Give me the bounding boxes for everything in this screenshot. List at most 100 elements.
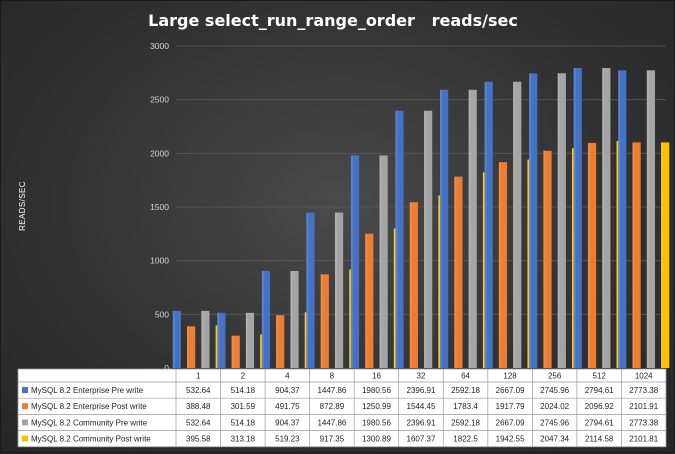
bar (320, 274, 329, 368)
data-label: 2794.61 (585, 386, 614, 395)
bar (424, 110, 433, 368)
data-label: 872.89 (320, 402, 345, 411)
x-tick-label: 4 (285, 372, 290, 381)
bar (513, 81, 522, 368)
x-tick-label: 256 (548, 372, 562, 381)
x-tick-label: 128 (503, 372, 517, 381)
data-label: 917.35 (320, 435, 345, 444)
bar-highlight (215, 325, 218, 368)
bar-highlight (217, 312, 220, 368)
data-label: 532.64 (186, 386, 211, 395)
bar-highlight (393, 228, 396, 368)
chart-title: Large select_run_range_order reads/sec (148, 11, 518, 30)
bar (557, 73, 566, 369)
legend-swatch (22, 387, 28, 393)
bar (543, 150, 552, 368)
bar-highlight (632, 142, 635, 368)
bar (350, 155, 360, 368)
data-label: 2667.09 (496, 386, 525, 395)
bar (187, 326, 196, 368)
x-tick-label: 32 (417, 372, 426, 381)
bar-highlight (365, 233, 368, 368)
data-label: 2667.09 (496, 418, 525, 427)
data-label: 1822.5 (453, 435, 478, 444)
data-label: 1980.56 (362, 386, 391, 395)
data-label: 2114.58 (585, 435, 614, 444)
bars (172, 68, 670, 369)
data-label: 904.37 (275, 418, 300, 427)
data-label: 2794.61 (585, 418, 614, 427)
data-label: 2047.34 (540, 435, 569, 444)
bar-highlight (571, 148, 574, 368)
bar-highlight (646, 70, 649, 368)
bar-highlight (573, 68, 576, 369)
bar-highlight (468, 89, 471, 369)
bar-highlight (454, 176, 457, 368)
data-label: 388.48 (186, 402, 211, 411)
data-label: 2745.96 (540, 386, 569, 395)
data-label: 1447.86 (317, 418, 346, 427)
bar (365, 233, 374, 368)
bar (587, 142, 597, 368)
bar (276, 315, 285, 368)
bar (395, 110, 404, 368)
legend-entry: MySQL 8.2 Community Pre write (31, 418, 148, 427)
bar-highlight (557, 73, 560, 369)
bar-highlight (245, 312, 248, 368)
bar (632, 142, 641, 368)
x-tick-label: 64 (461, 372, 470, 381)
bar-highlight (424, 110, 427, 368)
bar-highlight (201, 310, 204, 368)
data-label: 1783.4 (453, 402, 478, 411)
bar-highlight (260, 334, 263, 368)
bar (231, 335, 240, 368)
data-label: 1980.56 (362, 418, 391, 427)
data-label: 1607.37 (407, 435, 436, 444)
bar (468, 89, 477, 369)
bar (498, 162, 508, 368)
y-axis-label: READS/SEC (18, 181, 27, 231)
x-tick-label: 16 (372, 372, 381, 381)
bar-highlight (231, 335, 234, 368)
bar-highlight (602, 68, 605, 369)
data-label: 2773.38 (629, 418, 658, 427)
data-label: 532.64 (186, 418, 211, 427)
bar (484, 81, 493, 368)
bar-highlight (306, 212, 309, 368)
bar (290, 270, 299, 368)
data-label: 2024.02 (540, 402, 569, 411)
legend-swatch (22, 403, 28, 410)
bar (618, 70, 627, 368)
legend-entry: MySQL 8.2 Enterprise Post write (31, 402, 147, 411)
bar-highlight (187, 326, 190, 368)
y-tick-label: 2000 (150, 148, 169, 158)
data-label: 519.23 (275, 435, 300, 444)
x-tick-label: 1 (196, 372, 201, 381)
bar-highlight (529, 73, 532, 369)
data-label: 2101.91 (629, 402, 658, 411)
bar (245, 312, 255, 368)
data-table: 1 2 4 8 16 32 64 128 256 512 1024 MySQL 8.2 Enterpr… (17, 368, 667, 448)
bar (201, 310, 210, 368)
bar (334, 212, 344, 368)
bar-highlight (379, 155, 382, 368)
data-label: 2592.18 (451, 418, 480, 427)
data-label: 1917.79 (496, 402, 525, 411)
bar-highlight (661, 142, 664, 368)
bar (646, 70, 655, 368)
bar (261, 270, 271, 368)
y-tick-label: 3000 (150, 41, 169, 51)
bar-highlight (543, 150, 546, 368)
bar-highlight (172, 310, 175, 368)
bar-highlight (440, 89, 442, 369)
bar-highlight (618, 70, 621, 368)
data-label: 1300.89 (362, 435, 391, 444)
data-label: 1447.86 (317, 386, 346, 395)
data-label: 2396.91 (407, 418, 436, 427)
bar (409, 202, 418, 368)
y-tick-label: 1000 (150, 256, 169, 266)
data-label: 2745.96 (540, 418, 569, 427)
data-label: 2101.81 (629, 435, 658, 444)
y-tick-label: 1500 (150, 202, 169, 212)
